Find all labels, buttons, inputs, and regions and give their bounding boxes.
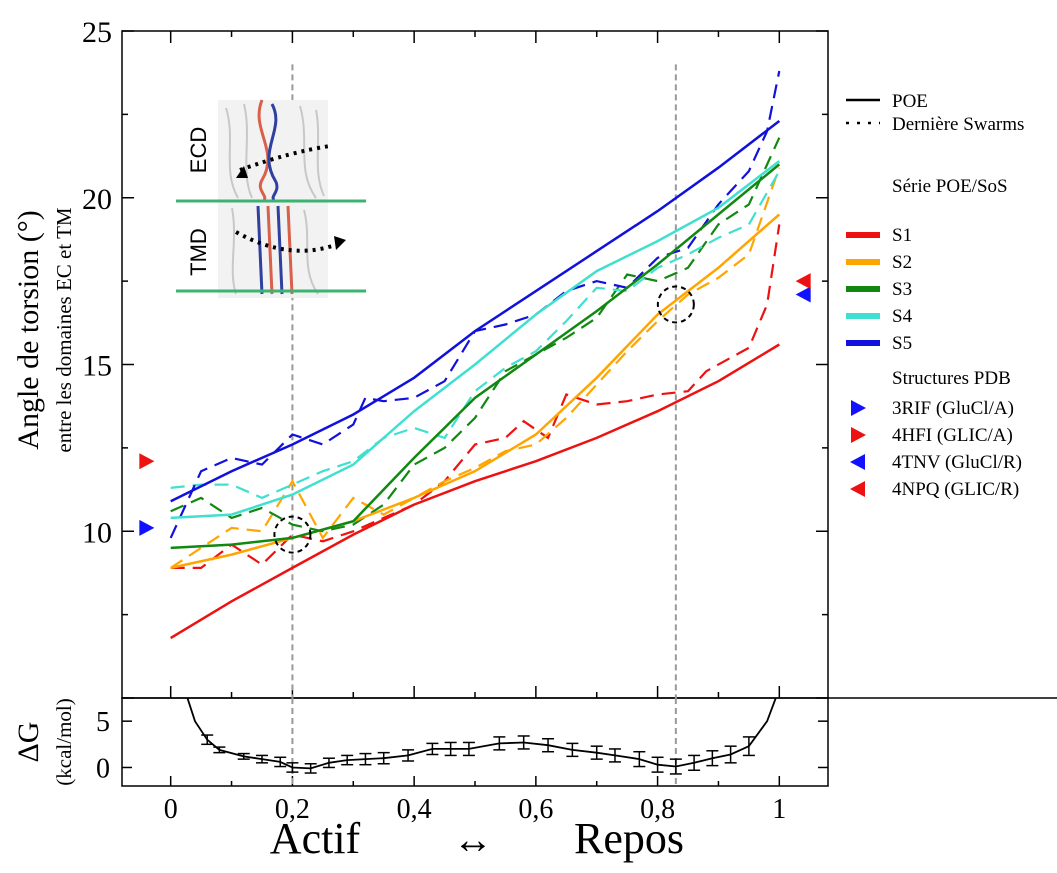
series-s3-poe-line bbox=[170, 163, 781, 550]
legend-series-label: S2 bbox=[892, 252, 912, 273]
legend-series-title: Série POE/SoS bbox=[892, 176, 1008, 197]
legend-series-label: S4 bbox=[892, 306, 913, 327]
series-s3-swarms-line bbox=[170, 137, 781, 533]
legend-structure-label: 4NPQ (GLIC/R) bbox=[892, 479, 1019, 500]
legend: POE Dernière Swarms Série POE/SoS S1 S2 S3… bbox=[846, 91, 1024, 500]
top-series-lines bbox=[169, 70, 781, 640]
legend-structure-label: 4TNV (GluCl/R) bbox=[892, 452, 1022, 473]
top-ytick-label: 15 bbox=[82, 350, 112, 383]
pdb-triangle-marker bbox=[139, 453, 155, 470]
series-s5-poe-line bbox=[170, 120, 781, 503]
legend-series-label: S3 bbox=[892, 279, 912, 300]
legend-structure-label: 3RIF (GluCl/A) bbox=[892, 398, 1014, 419]
highlight-circle bbox=[273, 515, 312, 554]
legend-poe-label: POE bbox=[892, 91, 928, 112]
highlight-circle bbox=[656, 285, 695, 324]
legend-structure-label: 4HFI (GLIC/A) bbox=[892, 425, 1013, 446]
bottom-ytick-label: 0 bbox=[96, 753, 110, 784]
bottom-xtick-label: 0,8 bbox=[640, 794, 675, 825]
bottom-xtick-label: 0 bbox=[164, 794, 178, 825]
delta-g-line bbox=[186, 698, 777, 770]
top-ytick-label: 25 bbox=[82, 16, 112, 49]
pdb-triangle-marker bbox=[795, 286, 811, 303]
pdb-triangle-marker bbox=[795, 273, 811, 290]
bottom-vertical-lines bbox=[291, 698, 677, 786]
legend-structures-title: Structures PDB bbox=[892, 368, 1011, 389]
xlabel-arrow: ↔ bbox=[453, 817, 493, 862]
legend-structure-marker bbox=[850, 454, 865, 470]
bottom-curve-group bbox=[186, 698, 777, 775]
legend-structure-marker bbox=[850, 481, 865, 497]
top-vertical-lines bbox=[291, 64, 677, 698]
bottom-ytick-label: 5 bbox=[96, 707, 110, 738]
pdb-triangle-marker bbox=[139, 519, 155, 536]
top-ytick-label: 10 bbox=[82, 516, 112, 549]
top-ytick-label: 20 bbox=[82, 183, 112, 216]
series-s1-poe-line bbox=[170, 343, 780, 640]
delta-g-curve bbox=[186, 698, 777, 775]
legend-swarms-label: Dernière Swarms bbox=[892, 114, 1024, 135]
series-s4-swarms-line bbox=[170, 170, 781, 500]
legend-series-label: S1 bbox=[892, 225, 912, 246]
protein-inset-image: ECD TMD bbox=[176, 99, 366, 298]
bottom-axis-ticks: 0 0,2 0,4 0,6 0,8 1 0 5 bbox=[96, 707, 828, 825]
top-ylabel: Angle de torsion (°) bbox=[12, 210, 45, 449]
highlight-circles bbox=[273, 285, 695, 554]
bottom-xtick-label: 0,6 bbox=[518, 794, 553, 825]
bottom-ylabel-sub: (kcal/mol) bbox=[52, 698, 76, 785]
series-s2-poe-line bbox=[170, 213, 781, 570]
legend-structure-marker bbox=[851, 427, 866, 443]
bottom-xtick-label: 0,4 bbox=[397, 794, 432, 825]
bottom-xtick-label: 1 bbox=[772, 794, 786, 825]
top-axis-ticks: 10 15 20 25 bbox=[82, 16, 828, 699]
legend-structure-marker bbox=[851, 400, 866, 416]
series-s4-poe-line bbox=[170, 160, 781, 520]
xlabel-left: Actif bbox=[270, 814, 361, 863]
ecd-label: ECD bbox=[186, 127, 211, 173]
tmd-label: TMD bbox=[186, 228, 211, 276]
xlabel-right: Repos bbox=[574, 814, 684, 863]
top-ylabel-sub: entre les domaines EC et TM bbox=[52, 207, 76, 452]
bottom-ylabel: ΔG bbox=[12, 722, 45, 763]
legend-series-label: S5 bbox=[892, 333, 912, 354]
bottom-plot-frame bbox=[121, 697, 829, 787]
bottom-xtick-label: 0,2 bbox=[275, 794, 310, 825]
pdb-structure-markers bbox=[139, 273, 811, 536]
